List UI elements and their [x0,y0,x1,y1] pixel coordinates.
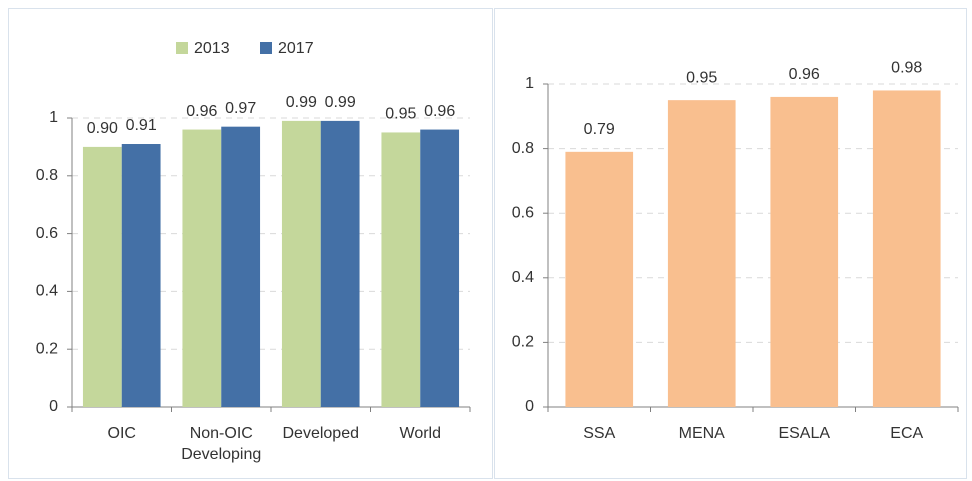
data-label: 0.99 [286,94,317,111]
bar [565,151,634,407]
x-tick-label: MENA [678,425,725,442]
legend-label: 2013 [194,40,230,57]
y-tick-label: 0 [525,398,534,415]
data-label: 0.95 [686,69,717,86]
x-tick-label-box: SSA [583,425,616,442]
x-tick-label-box: MENA [678,425,725,442]
data-label: 0.97 [225,100,256,117]
bar [82,146,122,407]
data-label: 0.79 [584,121,615,138]
y-tick-label: 0 [49,398,58,415]
data-label: 0.90 [87,120,118,137]
y-tick-label: 0.6 [36,225,58,242]
bar [281,120,321,407]
legend-swatch [260,42,272,54]
x-tick-label-box: ESALA [778,425,831,442]
data-label: 0.91 [126,117,157,134]
data-label: 0.98 [891,60,922,77]
legend-swatch [176,42,188,54]
bar [221,126,261,408]
panel-border [8,8,493,479]
bar [667,100,736,408]
data-label: 0.96 [186,103,217,120]
x-tick-label-box: ECA [890,425,924,442]
x-tick-label-box: Developed [282,425,360,442]
y-tick-label: 0.6 [512,204,534,221]
y-tick-label: 0.4 [36,283,58,300]
y-tick-label: 0.8 [512,140,534,157]
panel-border [494,8,967,479]
bar [182,129,222,407]
y-tick-label: 1 [49,109,58,126]
x-tick-label-box: OIC [107,425,136,442]
x-tick-label: ECA [890,425,924,442]
x-tick-label: ESALA [778,425,831,442]
x-tick-label: OIC [107,425,136,442]
x-tick-label: SSA [583,425,616,442]
x-tick-label-box: Non-OIC Developing [181,425,262,463]
data-label: 0.99 [325,94,356,111]
data-label: 0.96 [789,66,820,83]
data-label: 0.95 [385,106,416,123]
bar [420,129,460,407]
y-tick-label: 0.8 [36,167,58,184]
bar [121,144,161,407]
x-tick-label: World [399,425,442,442]
bar [872,90,941,408]
y-tick-label: 0.4 [512,269,534,286]
x-tick-label: Non-OIC Developing [181,425,262,463]
bar [320,120,360,407]
y-tick-label: 0.2 [512,334,534,351]
y-tick-label: 1 [525,75,534,92]
data-label: 0.96 [424,103,455,120]
bar [381,132,421,407]
y-tick-label: 0.2 [36,340,58,357]
legend-label: 2017 [278,40,314,57]
x-tick-label: Developed [282,425,360,442]
bar [770,96,839,408]
x-tick-label-box: World [399,425,442,442]
